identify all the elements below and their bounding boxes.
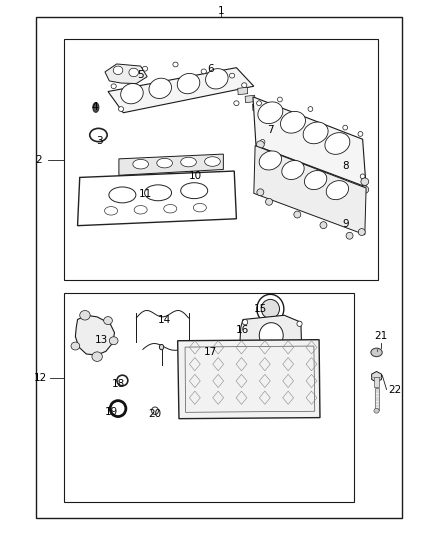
Text: 17: 17 <box>204 348 217 358</box>
Ellipse shape <box>356 186 360 191</box>
Ellipse shape <box>308 107 313 111</box>
Ellipse shape <box>129 68 138 77</box>
Bar <box>64 293 354 503</box>
Polygon shape <box>253 97 366 187</box>
Text: 19: 19 <box>104 407 118 417</box>
Bar <box>36 17 402 519</box>
Ellipse shape <box>358 229 365 236</box>
Bar <box>64 38 378 280</box>
Ellipse shape <box>92 352 102 361</box>
Ellipse shape <box>110 337 118 345</box>
Ellipse shape <box>294 211 301 218</box>
Ellipse shape <box>259 322 283 348</box>
Text: 2: 2 <box>35 156 42 165</box>
Text: 18: 18 <box>112 379 126 389</box>
Ellipse shape <box>149 78 172 99</box>
Ellipse shape <box>118 107 124 111</box>
Ellipse shape <box>360 174 365 179</box>
Text: 10: 10 <box>188 172 201 181</box>
Ellipse shape <box>374 408 379 413</box>
Ellipse shape <box>104 317 113 325</box>
Ellipse shape <box>111 84 116 88</box>
Ellipse shape <box>297 321 302 326</box>
Text: 1: 1 <box>218 6 225 16</box>
Polygon shape <box>254 146 366 235</box>
Ellipse shape <box>280 111 305 133</box>
Polygon shape <box>178 340 320 419</box>
Ellipse shape <box>80 311 90 320</box>
Ellipse shape <box>343 125 348 130</box>
Ellipse shape <box>133 159 148 169</box>
Polygon shape <box>245 95 255 103</box>
Ellipse shape <box>257 101 261 106</box>
Ellipse shape <box>346 232 353 239</box>
Ellipse shape <box>257 189 264 196</box>
Text: 15: 15 <box>254 304 267 314</box>
Ellipse shape <box>256 141 264 148</box>
Ellipse shape <box>304 171 327 190</box>
Polygon shape <box>253 103 262 111</box>
Ellipse shape <box>243 319 248 325</box>
Ellipse shape <box>361 186 369 193</box>
Polygon shape <box>105 64 147 84</box>
Ellipse shape <box>326 181 349 200</box>
Ellipse shape <box>303 122 328 144</box>
Ellipse shape <box>282 160 304 180</box>
Text: 16: 16 <box>237 325 250 335</box>
Text: 12: 12 <box>34 373 47 383</box>
Ellipse shape <box>320 222 327 229</box>
Polygon shape <box>119 154 223 175</box>
Ellipse shape <box>243 351 248 357</box>
Ellipse shape <box>205 69 228 89</box>
Ellipse shape <box>230 73 235 78</box>
Ellipse shape <box>205 157 220 166</box>
Polygon shape <box>260 111 270 118</box>
Bar <box>374 377 379 387</box>
Text: 3: 3 <box>96 136 102 147</box>
Polygon shape <box>240 316 302 357</box>
Ellipse shape <box>201 69 206 74</box>
Ellipse shape <box>260 140 265 144</box>
Ellipse shape <box>177 74 200 94</box>
Polygon shape <box>75 316 115 355</box>
Text: 13: 13 <box>95 335 108 345</box>
Ellipse shape <box>159 344 164 350</box>
Bar <box>375 389 379 410</box>
Ellipse shape <box>113 66 123 75</box>
Ellipse shape <box>121 84 143 104</box>
Text: 20: 20 <box>148 409 161 419</box>
Ellipse shape <box>371 348 382 357</box>
Text: 21: 21 <box>374 332 388 342</box>
Ellipse shape <box>325 133 350 155</box>
Ellipse shape <box>278 97 283 102</box>
Text: 5: 5 <box>138 70 144 79</box>
Ellipse shape <box>173 62 178 67</box>
Text: 8: 8 <box>342 161 349 171</box>
Ellipse shape <box>261 300 279 318</box>
Text: 4: 4 <box>92 102 98 112</box>
Polygon shape <box>372 372 381 382</box>
Text: 7: 7 <box>267 125 274 135</box>
Ellipse shape <box>234 101 239 106</box>
Ellipse shape <box>297 351 302 357</box>
Ellipse shape <box>242 83 247 87</box>
Ellipse shape <box>71 342 80 350</box>
Ellipse shape <box>258 102 283 124</box>
Ellipse shape <box>265 198 272 205</box>
Text: 22: 22 <box>389 384 402 394</box>
Ellipse shape <box>93 103 99 112</box>
Text: 11: 11 <box>138 189 152 199</box>
Ellipse shape <box>259 151 282 170</box>
Text: 9: 9 <box>342 219 349 229</box>
Polygon shape <box>238 87 248 95</box>
Ellipse shape <box>142 66 148 71</box>
Ellipse shape <box>181 157 196 167</box>
Ellipse shape <box>157 158 173 168</box>
Polygon shape <box>108 68 254 113</box>
Text: 14: 14 <box>158 314 171 325</box>
Text: 6: 6 <box>207 64 214 74</box>
Ellipse shape <box>358 132 363 136</box>
Ellipse shape <box>361 178 369 185</box>
